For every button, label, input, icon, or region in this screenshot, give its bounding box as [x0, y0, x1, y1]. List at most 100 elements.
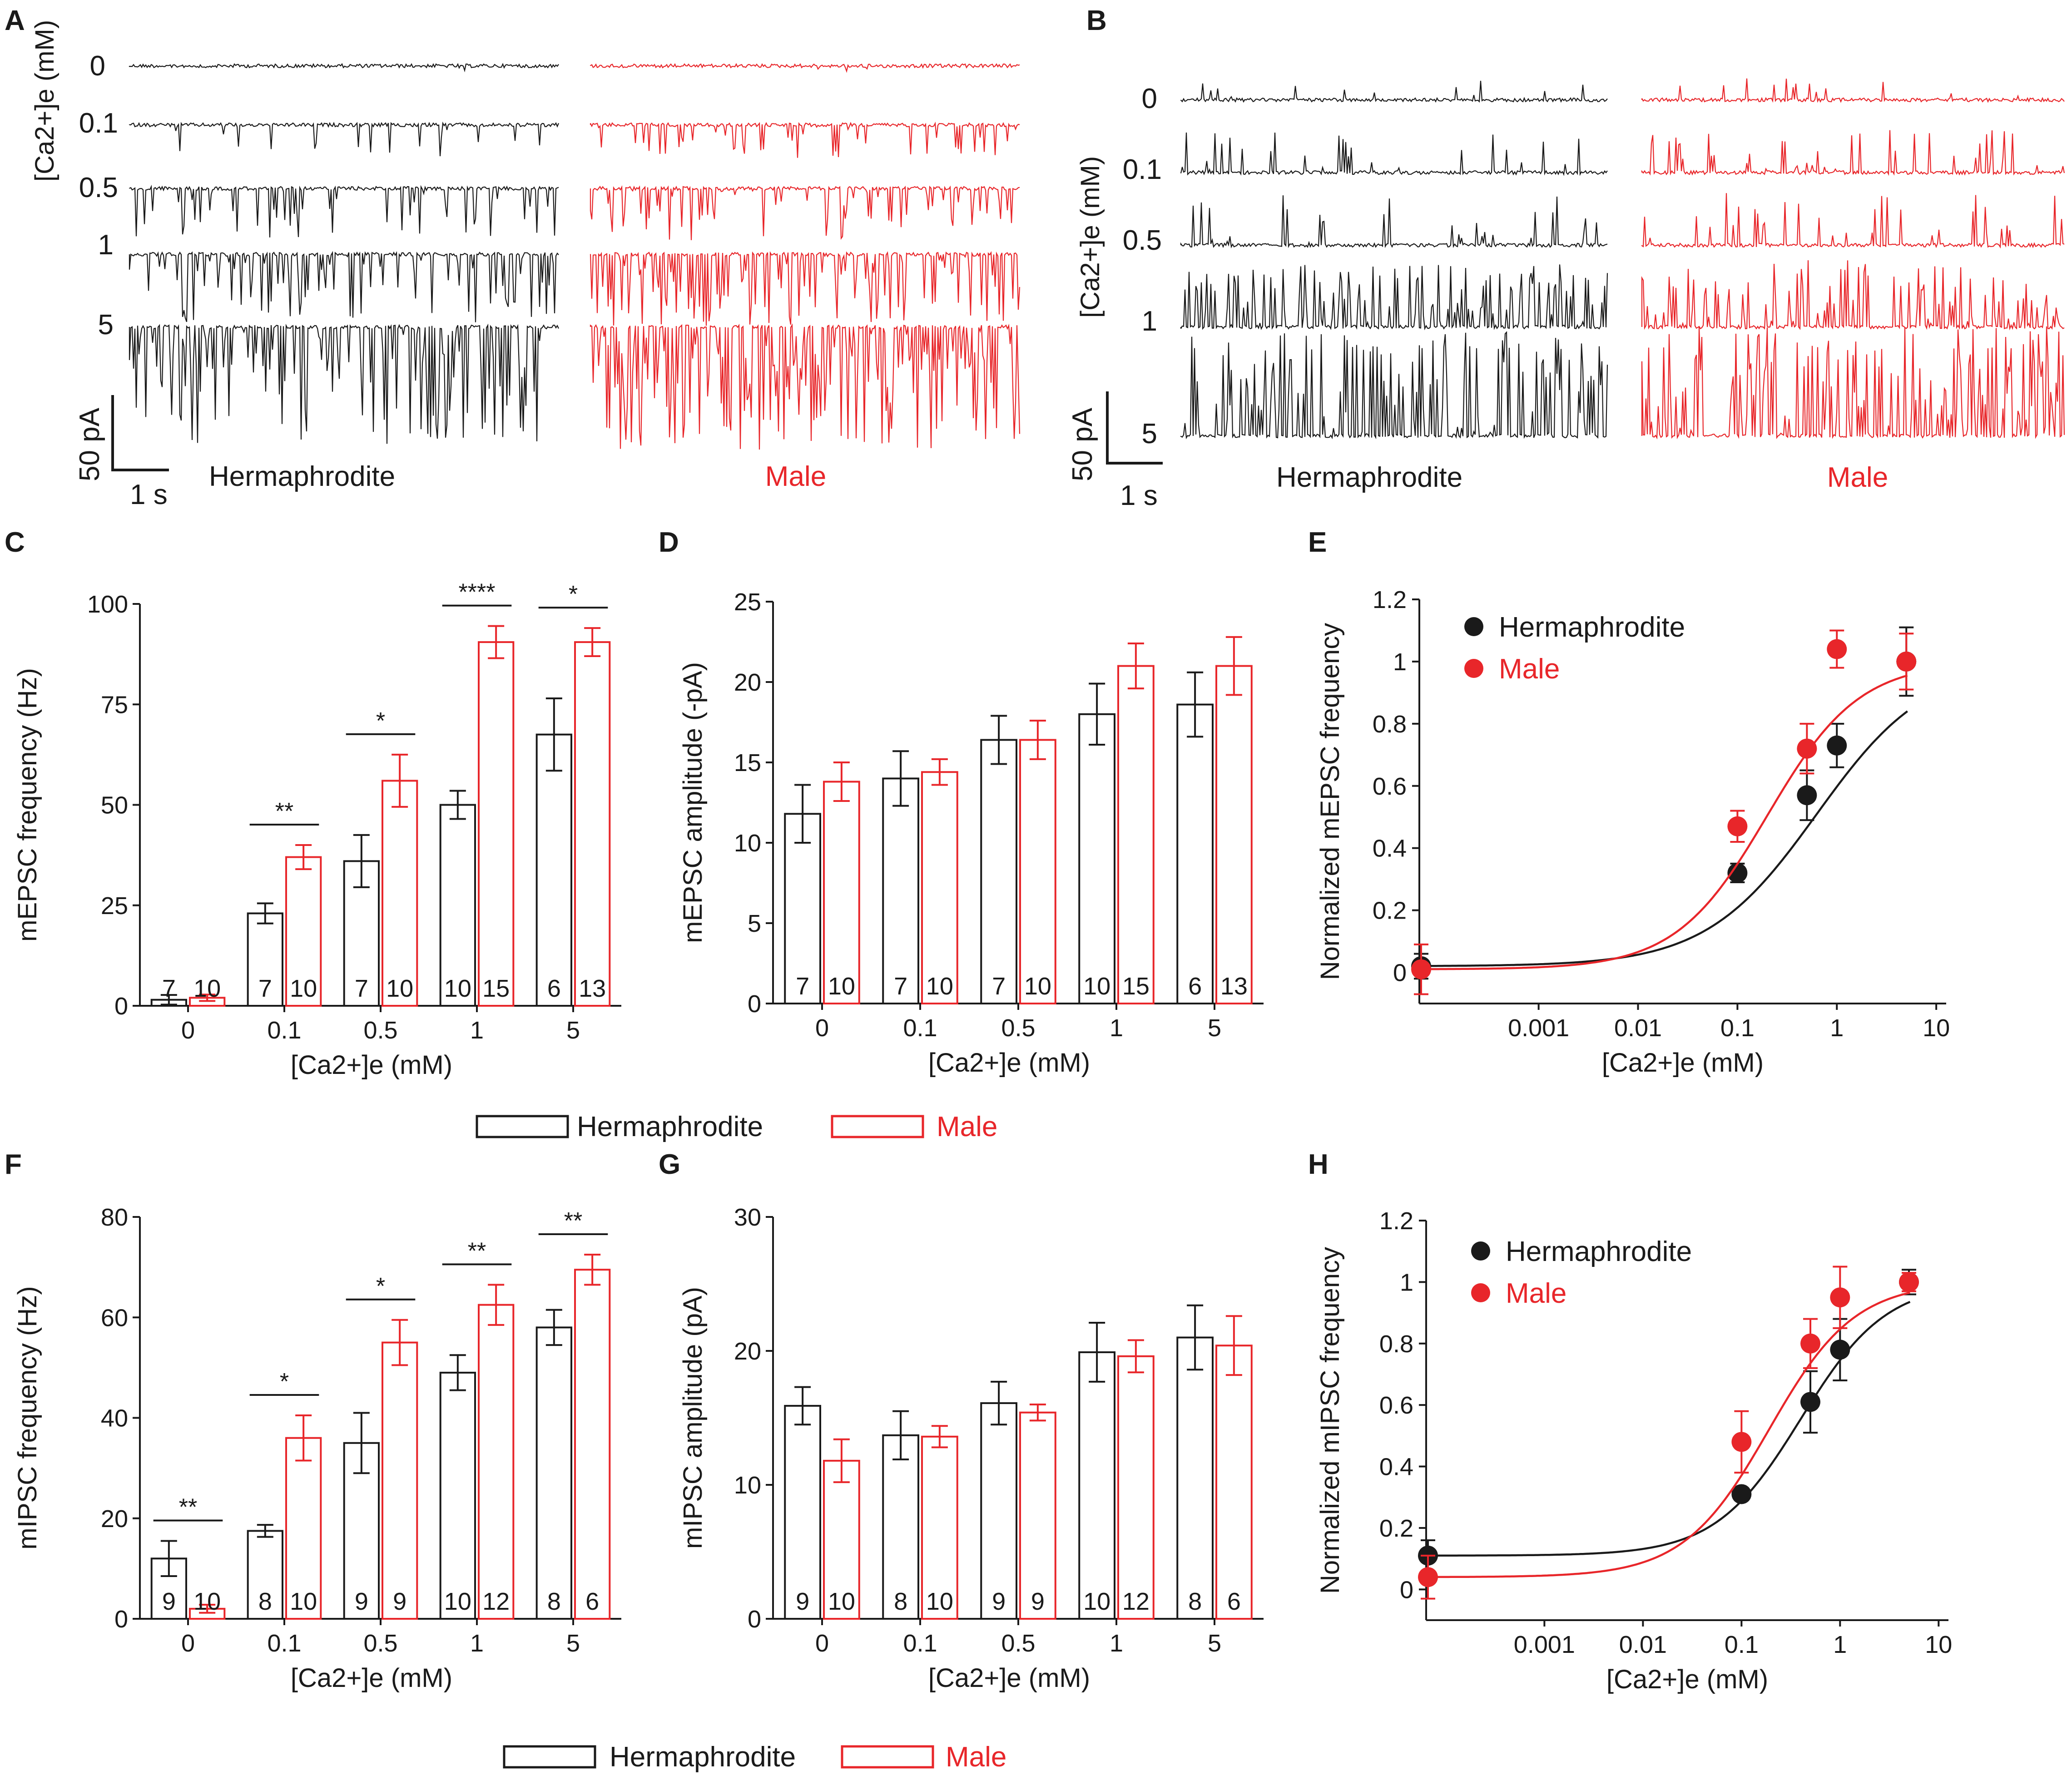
y-tick-label: 0: [114, 1606, 128, 1633]
y-tick-label: 0.8: [1379, 1330, 1413, 1358]
n-label: 10: [444, 975, 471, 1002]
y-tick-label: 0.8: [1373, 711, 1407, 738]
point-hermaphrodite: [1830, 1340, 1850, 1360]
trace-hermaphrodite: [1180, 264, 1608, 331]
n-label: 7: [355, 975, 368, 1002]
panel-b-scale-bar: [1106, 391, 1163, 465]
trace-male: [1641, 260, 2065, 331]
y-axis-label: mIPSC frequency (Hz): [13, 1286, 42, 1549]
bar-male: [478, 641, 515, 1007]
legend-herm-label: Hermaphrodite: [577, 1111, 763, 1142]
trace-hermaphrodite: [129, 184, 559, 237]
n-label: 6: [1227, 1588, 1241, 1615]
panel-b-scale-y: 50 pA: [1067, 407, 1098, 481]
point-hermaphrodite: [1800, 1392, 1821, 1412]
y-tick-label: 30: [734, 1204, 761, 1231]
n-label: 15: [482, 975, 510, 1002]
trace-male: [590, 185, 1020, 240]
n-label: 10: [1024, 973, 1051, 1000]
legend-male-swatch: [841, 1745, 934, 1769]
x-tick-label: 0.01: [1619, 1631, 1667, 1658]
bar-hermaphrodite: [1078, 1351, 1115, 1620]
fit-curve-male: [1424, 674, 1908, 970]
n-label: 10: [193, 975, 221, 1002]
point-male: [1896, 651, 1917, 672]
legend-herm-label: Hermaphrodite: [1499, 612, 1685, 643]
bar-male: [921, 771, 958, 1004]
y-axis-label: Normalized mIPSC frequency: [1315, 1247, 1345, 1594]
y-tick-label: 60: [101, 1304, 128, 1331]
x-tick-label: 0.1: [903, 1630, 937, 1657]
point-hermaphrodite: [1827, 735, 1847, 756]
y-tick-label: 0: [1393, 959, 1407, 987]
y-tick-label: 0: [1400, 1576, 1413, 1603]
y-tick-label: 0.6: [1373, 773, 1407, 800]
panel-b-ylabel: [Ca2+]e (mM): [1076, 156, 1105, 318]
bar-hermaphrodite: [439, 1371, 476, 1620]
x-axis-label: [Ca2+]e (mM): [1606, 1665, 1768, 1694]
panel-a-trace-label: 0.5: [79, 172, 118, 203]
point-male: [1797, 738, 1817, 759]
trace-male: [1641, 193, 2065, 249]
legend-male-swatch: [831, 1115, 924, 1138]
bar-male: [1215, 1345, 1253, 1620]
y-tick-label: 1: [1393, 648, 1407, 676]
panel-a-trace-label: 0.1: [79, 108, 118, 139]
panel-b-trace-label: 0: [1142, 83, 1157, 114]
n-label: 12: [1122, 1588, 1150, 1615]
x-tick-label: 0.1: [1725, 1631, 1759, 1658]
legend-male-label: Male: [1506, 1278, 1566, 1309]
n-label: 12: [482, 1588, 510, 1615]
trace-hermaphrodite: [129, 63, 559, 73]
bar-male: [478, 1304, 515, 1620]
trace-male: [590, 251, 1021, 326]
trace-male: [590, 121, 1020, 158]
panel-b-male-title: Male: [1827, 462, 1888, 493]
x-tick-label: 0: [181, 1017, 195, 1044]
panel-h-label: H: [1308, 1149, 1328, 1180]
x-tick-label: 0.5: [363, 1017, 397, 1044]
significance-stars: **: [179, 1494, 197, 1521]
y-tick-label: 0.2: [1373, 897, 1407, 925]
n-label: 10: [926, 1588, 953, 1615]
significance-stars: **: [468, 1238, 486, 1264]
trace-hermaphrodite: [1180, 80, 1608, 103]
panel-c-label: C: [5, 527, 25, 558]
n-label: 7: [162, 975, 176, 1002]
significance-stars: ****: [459, 579, 496, 606]
panel-a-scale-y: 50 pA: [74, 407, 105, 481]
bar-hermaphrodite: [1176, 703, 1214, 1005]
x-tick-label: 0.1: [267, 1630, 301, 1657]
x-tick-label: 0.001: [1508, 1014, 1569, 1042]
bar-male: [823, 781, 860, 1004]
y-tick-label: 0.6: [1379, 1392, 1413, 1419]
n-label: 9: [1031, 1588, 1045, 1615]
n-label: 6: [585, 1588, 599, 1615]
x-tick-label: 0.01: [1614, 1014, 1662, 1042]
panel-a-scale-x: 1 s: [130, 479, 168, 510]
point-male: [1830, 1287, 1850, 1308]
legend-herm-label: Hermaphrodite: [610, 1741, 796, 1773]
x-tick-label: 1: [1110, 1014, 1123, 1042]
n-label: 9: [393, 1588, 406, 1615]
y-tick-label: 20: [101, 1505, 128, 1533]
n-label: 9: [162, 1588, 176, 1615]
y-tick-label: 10: [734, 830, 761, 857]
panel-a-trace-label: 5: [98, 309, 114, 341]
x-tick-label: 0.5: [1001, 1014, 1035, 1042]
panel-a-ylabel: [Ca2+]e (mM): [30, 20, 59, 182]
legend-herm-swatch: [503, 1745, 596, 1769]
point-hermaphrodite: [1797, 785, 1817, 806]
bar-hermaphrodite: [980, 739, 1017, 1004]
bar-male: [574, 1269, 611, 1620]
panel-b-label: B: [1086, 5, 1107, 36]
x-tick-label: 0: [815, 1630, 829, 1657]
significance-stars: **: [564, 1208, 582, 1234]
x-tick-label: 1: [1110, 1630, 1123, 1657]
n-label: 10: [290, 1588, 317, 1615]
y-axis-label: mIPSC amplitude (pA): [678, 1287, 708, 1549]
point-male: [1899, 1272, 1919, 1292]
x-tick-label: 1: [470, 1630, 484, 1657]
x-tick-label: 0: [181, 1630, 195, 1657]
significance-stars: *: [569, 581, 578, 608]
